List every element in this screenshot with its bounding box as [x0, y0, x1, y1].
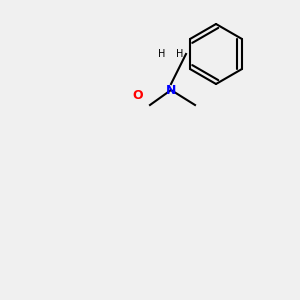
Text: N: N [166, 83, 176, 97]
Text: H: H [158, 49, 166, 59]
Text: H: H [176, 49, 184, 59]
Text: O: O [133, 89, 143, 103]
